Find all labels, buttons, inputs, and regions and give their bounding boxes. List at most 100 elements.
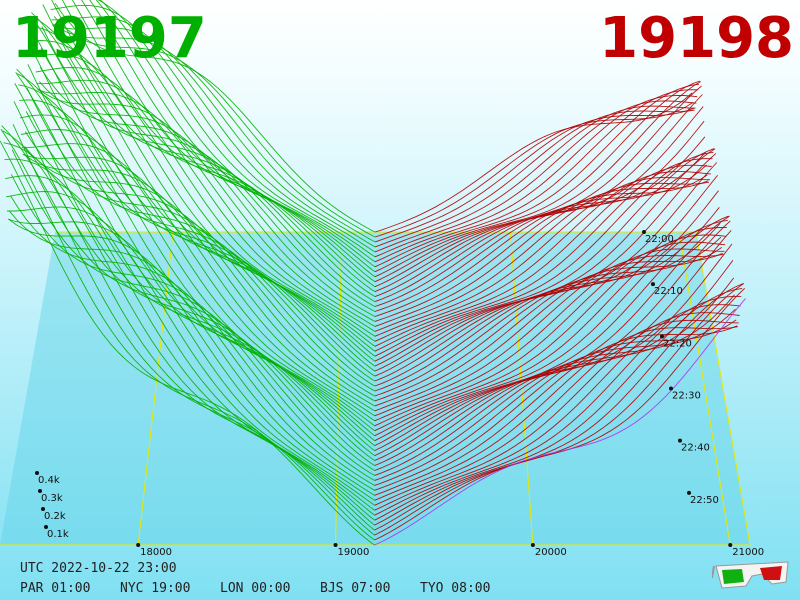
bid-depth-line-35: [30, 15, 376, 372]
bid-depth-line-31: [26, 87, 376, 392]
time-tick-dot-3: [669, 386, 673, 391]
ask-depth-line-2: [374, 283, 745, 536]
clock-london: LON 00:00: [220, 581, 291, 596]
bid-depth-line-2: [1, 125, 375, 536]
bid-depth-line-27: [23, 153, 376, 412]
bid-depth-line-29: [24, 131, 376, 402]
ask-depth-line-12: [374, 308, 736, 486]
bid-depth-line-41: [35, 67, 376, 342]
time-tick-label-2: 22:20: [663, 338, 692, 349]
bid-depth-line-44: [38, 88, 376, 327]
ask-depth-line-57: [374, 95, 698, 263]
ask-depth-line-6: [374, 304, 741, 516]
ask-depth-line-54: [374, 80, 700, 278]
bid-depth-line-38: [33, 26, 376, 357]
ask-depth-line-24: [374, 241, 726, 427]
ask-depth-line-10: [374, 325, 738, 496]
ask-depth-line-4: [374, 287, 743, 526]
ask-depth-line-11: [374, 319, 737, 491]
bid-depth-line-51: [61, 0, 376, 292]
bid-depth-line-0: [0, 140, 375, 546]
bid-depth-line-9: [7, 218, 375, 501]
bid-depth-line-43: [37, 89, 376, 332]
ask-depth-line-27: [374, 252, 723, 412]
bid-depth-line-33: [28, 42, 376, 382]
ask-depth-line-55: [374, 83, 700, 273]
y-tick-dot-1: [41, 507, 45, 511]
bid-depth-line-39: [33, 40, 376, 352]
y-tick-dot-0: [44, 525, 48, 529]
ask-depth-line-33: [374, 175, 718, 382]
ask-price: 19198: [599, 6, 794, 71]
ask-depth-line-42: [374, 177, 711, 337]
ask-depth-line-61: [374, 107, 695, 243]
ask-depth-line-45: [374, 174, 708, 322]
bid-depth-line-19: [16, 68, 375, 451]
bid-depth-line-17: [14, 83, 375, 461]
time-tick-dot-1: [651, 282, 655, 287]
time-tick-label-4: 22:40: [681, 443, 710, 454]
bid-depth-line-30: [25, 111, 376, 397]
ask-depth-line-58: [374, 100, 697, 258]
utc-clock: UTC 2022-10-22 23:00: [20, 561, 177, 576]
y-tick-dot-3: [35, 471, 39, 475]
ask-depth-line-29: [374, 236, 722, 402]
bid-price: 19197: [12, 6, 207, 71]
bid-depth-line-50: [51, 0, 376, 297]
ask-depth-line-5: [374, 295, 742, 521]
bid-depth-line-4: [3, 142, 375, 526]
clock-new-york: NYC 19:00: [120, 581, 191, 596]
ask-depth-line-3: [374, 283, 744, 531]
ask-depth-line-25: [374, 248, 725, 422]
x-tick-dot-1: [333, 543, 338, 547]
3d-glasses-icon[interactable]: [712, 560, 792, 592]
ask-depth-line-22: [374, 227, 727, 437]
bid-depth-line-14: [11, 149, 375, 476]
bid-depth-line-11: [9, 211, 375, 491]
time-tick-dot-2: [660, 334, 664, 339]
ask-depth-line-56: [374, 89, 699, 268]
bid-depth-line-26: [22, 153, 375, 417]
ask-depth-line-26: [374, 253, 724, 417]
bid-depth-line-54: [89, 0, 376, 278]
bid-depth-line-25: [21, 143, 375, 422]
bid-depth-line-12: [10, 195, 375, 486]
bid-depth-line-8: [7, 206, 375, 506]
bid-depth-line-46: [39, 67, 376, 317]
chart-axes: 18000 19000 20000 21000 0.1k 0.2k 0.3k 0.4k 22:0…: [35, 230, 764, 558]
clock-tokyo: TYO 08:00: [420, 581, 491, 596]
ask-depth-line-39: [374, 158, 713, 352]
ask-depth-line-21: [374, 219, 728, 442]
bid-depth-line-59: [51, 16, 376, 253]
clock-paris: PAR 01:00: [20, 581, 91, 596]
x-tick-dot-0: [136, 543, 141, 547]
x-tick-label-1: 19000: [338, 547, 370, 558]
bid-depth-line-56: [99, 0, 376, 268]
time-tick-dot-0: [642, 230, 646, 234]
time-tick-label-3: 22:30: [672, 391, 701, 402]
time-tick-label-1: 22:10: [654, 286, 683, 297]
ask-depth-line-60: [374, 109, 695, 248]
y-tick-dot-2: [38, 489, 42, 493]
bid-depth-line-20: [17, 73, 375, 446]
bid-depth-line-3: [2, 130, 375, 531]
bid-depth-line-45: [38, 81, 376, 322]
ask-depth-line-31: [374, 207, 720, 392]
bid-depth-line-61: [53, 23, 376, 243]
time-tick-label-5: 22:50: [690, 495, 719, 506]
ask-depth-line-63: [374, 92, 693, 233]
bid-depth-line-18: [15, 72, 375, 456]
bid-depth-line-58: [50, 4, 376, 258]
ask-depth-line-46: [374, 164, 707, 317]
ask-depth-line-7: [374, 312, 740, 511]
depth-surface: [0, 0, 746, 546]
time-tick-dot-5: [687, 490, 691, 495]
bid-depth-line-28: [24, 146, 376, 407]
ask-depth-line-8: [374, 319, 739, 506]
x-tick-dot-2: [530, 543, 535, 547]
ask-depth-line-0: [374, 298, 746, 546]
ask-depth-line-41: [374, 171, 711, 342]
ask-depth-line-53: [374, 81, 701, 283]
ask-depth-line-1: [374, 287, 746, 541]
